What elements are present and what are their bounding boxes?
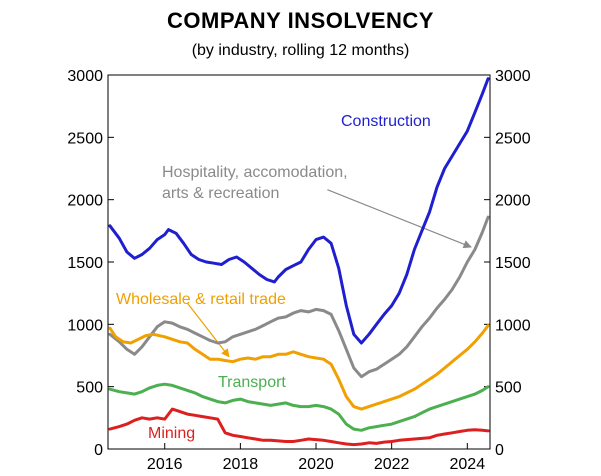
x-tick-label: 2020	[298, 456, 334, 473]
y-tick-label-right: 2500	[495, 130, 531, 147]
annotation-arrow	[327, 189, 472, 249]
y-tick-label-right: 3000	[495, 68, 531, 85]
y-tick-label-left: 1500	[67, 255, 103, 272]
series-label-construction: Construction	[341, 113, 431, 130]
series-label-hospitality-line1: Hospitality, accomodation,	[162, 164, 348, 181]
series-line-transport	[108, 382, 490, 432]
x-tick-label: 2022	[374, 456, 410, 473]
series-label-mining: Mining	[148, 425, 195, 442]
series-line-hospitality-accomodation-arts-recreation	[108, 215, 490, 379]
y-tick-label-right: 1500	[495, 255, 531, 272]
y-tick-label-left: 0	[94, 442, 103, 459]
x-tick-label: 2018	[223, 456, 259, 473]
series-label-wholesale: Wholesale & retail trade	[116, 291, 286, 308]
series-line-mining	[108, 407, 490, 447]
y-tick-label-left: 1000	[67, 317, 103, 334]
series-label-hospitality-line2: arts & recreation	[162, 185, 279, 202]
chart-subtitle: (by industry, rolling 12 months)	[191, 42, 410, 59]
annotation-arrow	[186, 302, 230, 358]
y-tick-label-right: 1000	[495, 317, 531, 334]
y-tick-label-left: 2500	[67, 130, 103, 147]
y-tick-label-right: 2000	[495, 193, 531, 210]
y-tick-label-right: 0	[495, 442, 504, 459]
x-tick-label: 2024	[450, 456, 486, 473]
series-line-wholesale-retail-trade	[108, 324, 490, 411]
chart-title: COMPANY INSOLVENCY	[167, 8, 434, 33]
y-tick-label-left: 3000	[67, 68, 103, 85]
x-tick-label: 2016	[147, 456, 183, 473]
y-tick-label-left: 2000	[67, 193, 103, 210]
y-tick-label-left: 500	[76, 380, 103, 397]
series-line-construction	[108, 77, 490, 345]
series-label-transport: Transport	[218, 374, 286, 391]
y-tick-label-right: 500	[495, 380, 522, 397]
